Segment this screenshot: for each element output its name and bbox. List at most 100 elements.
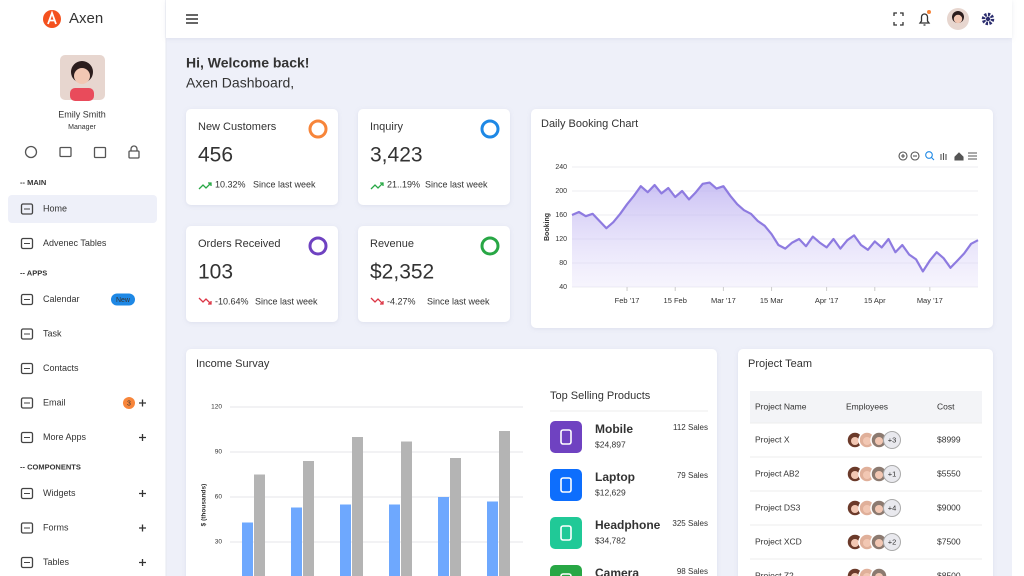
chart-menu[interactable]: [968, 152, 977, 160]
employee-more: [883, 465, 901, 483]
employee-face: [863, 505, 871, 513]
products-title: Top Selling Products: [550, 390, 651, 402]
nav-icon: [20, 237, 34, 250]
lock-icon[interactable]: [128, 150, 140, 159]
stat-note: Since last week: [255, 296, 318, 306]
nav-item[interactable]: More Apps: [43, 432, 87, 442]
zoom[interactable]: [925, 151, 933, 159]
nav-item[interactable]: Tables: [43, 557, 70, 567]
employee-avatar: [870, 567, 888, 576]
product-sales: 325 Sales: [672, 519, 708, 528]
nav-icon: [20, 397, 34, 409]
trend-icon: [370, 297, 384, 305]
nav-badge-text: New: [116, 297, 131, 304]
project-name: Project XCD: [755, 536, 802, 546]
y-tick-label: 40: [559, 284, 567, 291]
employee-face: [851, 471, 859, 479]
booking-chart: 40 80 120 160 200 240 Feb '17 15 Feb Mar '17 15 M…: [544, 164, 979, 305]
income-bar: [340, 504, 351, 576]
nav-active-bg: [8, 195, 157, 223]
reset[interactable]: [954, 152, 964, 161]
product-icon: [550, 565, 582, 576]
stats: New Customers 456 10.32% Since last week Inq…: [186, 109, 510, 322]
project-cost: $9000: [937, 502, 961, 512]
income-title: Income Survay: [196, 358, 270, 370]
nav-item[interactable]: Calendar: [43, 294, 80, 304]
y-tick-label: 200: [555, 188, 567, 195]
income-bar: [303, 461, 314, 576]
nav-icon: [20, 362, 34, 375]
nav-section-title: -- MAIN: [20, 178, 46, 187]
stat-value: 3,423: [370, 144, 423, 167]
nav-expand[interactable]: [139, 524, 146, 532]
product-glyph: [560, 477, 572, 493]
employee-more-text: +1: [888, 469, 897, 478]
settings-icon[interactable]: [981, 12, 995, 26]
product-icon: [550, 469, 582, 501]
column-header: Employees: [846, 401, 888, 411]
menu-toggle[interactable]: [186, 14, 198, 24]
frame: [1012, 0, 1024, 576]
employee-more: [883, 533, 901, 551]
stat-icon: [480, 119, 500, 139]
logo-mark: [47, 10, 57, 25]
zoom-in-plus: [901, 154, 905, 158]
nav-icon: [20, 522, 34, 534]
stat-change: 10.32%: [215, 179, 246, 189]
employee-face: [863, 539, 871, 547]
project-name: Project Z2: [755, 570, 794, 576]
nav-item[interactable]: Contacts: [43, 363, 79, 373]
employee-more: [883, 431, 901, 449]
nav-item[interactable]: Advenec Tables: [43, 238, 107, 248]
product-glyph: [560, 525, 572, 541]
nav-item[interactable]: Home: [43, 203, 67, 213]
income-bar: [389, 504, 400, 576]
stat-card: [358, 226, 510, 322]
nav-item[interactable]: Task: [43, 328, 62, 338]
x-tick-label: Feb '17: [615, 296, 640, 305]
product-glyph: [560, 429, 572, 445]
employee-face: [863, 471, 871, 479]
zoom-out[interactable]: [910, 151, 920, 161]
nav-badge: [123, 397, 135, 409]
fullscreen-icon[interactable]: [893, 12, 904, 26]
x-tick-label: 15 Feb: [664, 296, 687, 305]
booking-title: Daily Booking Chart: [541, 118, 638, 130]
stat-title: Inquiry: [370, 121, 404, 133]
nav-expand[interactable]: [139, 490, 146, 497]
profile-icon[interactable]: [24, 145, 38, 159]
team-table: Project Name Employees Cost Project X +3 $899…: [750, 401, 982, 576]
nav-icon: [20, 203, 34, 215]
project-cost: $7500: [937, 536, 961, 546]
topbar: [166, 0, 1012, 38]
nav-expand[interactable]: [139, 399, 146, 407]
mail-icon[interactable]: [59, 146, 72, 158]
y-tick-label: 120: [555, 236, 567, 243]
welcome-subtitle: Axen Dashboard,: [186, 75, 294, 91]
nav-item[interactable]: Email: [43, 397, 66, 407]
stat-value: $2,352: [370, 261, 434, 284]
nav-item[interactable]: Forms: [43, 522, 69, 532]
nav-item[interactable]: Widgets: [43, 488, 76, 498]
notification-icon[interactable]: [918, 13, 931, 26]
employee-more-text: +4: [888, 503, 897, 512]
nav-expand[interactable]: [139, 559, 146, 566]
employee-face: [875, 505, 883, 513]
lock-shackle: [130, 145, 138, 151]
pan[interactable]: [940, 153, 947, 160]
zoom-in[interactable]: [898, 151, 908, 161]
nav-badge: [111, 293, 135, 306]
calendar-icon[interactable]: [93, 146, 107, 159]
project-name: Project AB2: [755, 468, 800, 478]
x-tick-label: Apr '17: [815, 296, 839, 305]
booking-line: [571, 181, 979, 273]
products: Mobile $24,897 112 Sales Laptop $12,629 79 Sa…: [550, 421, 708, 576]
product-name: Laptop: [595, 470, 635, 484]
income-bar: [254, 474, 265, 576]
income-bar: [291, 507, 302, 576]
y-tick-label: 80: [559, 260, 567, 267]
stat-icon: [308, 236, 328, 256]
product-name: Camera: [595, 566, 639, 576]
nav-expand[interactable]: [139, 434, 146, 441]
income-bar: [499, 431, 510, 576]
